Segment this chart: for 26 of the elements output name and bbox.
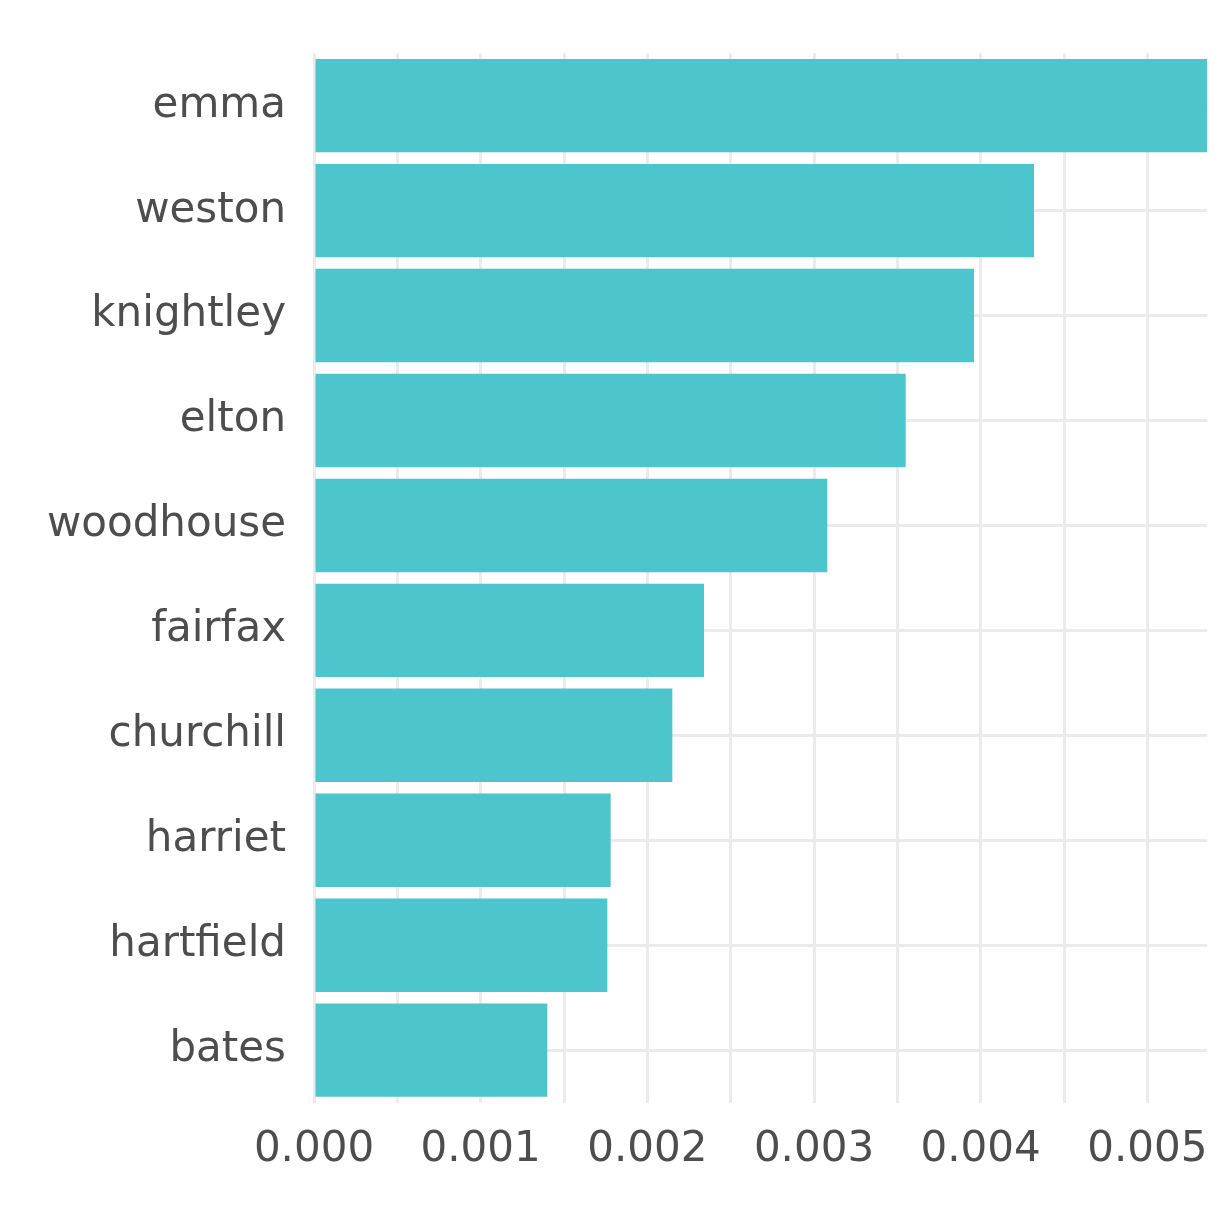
- y-tick-label: harriet: [145, 812, 286, 862]
- bar: [315, 1003, 548, 1097]
- bar: [315, 478, 828, 573]
- bar: [315, 688, 673, 783]
- bar: [315, 793, 611, 887]
- y-tick-label: weston: [135, 182, 286, 232]
- x-tick-label: 0.004: [920, 1121, 1041, 1171]
- x-tick-label: 0.000: [253, 1121, 375, 1171]
- y-tick-label: bates: [169, 1022, 286, 1072]
- y-tick-label: woodhouse: [46, 497, 286, 547]
- x-tick-label: 0.002: [587, 1121, 708, 1171]
- y-tick-label: churchill: [108, 707, 286, 757]
- x-tick-label: 0.005: [1087, 1121, 1208, 1171]
- y-tick-label: emma: [152, 77, 286, 127]
- x-tick-label: 0.003: [753, 1121, 875, 1171]
- bar: [315, 373, 906, 468]
- y-tick-label: fairfax: [151, 602, 286, 652]
- y-tick-label: hartfield: [109, 917, 286, 967]
- x-tick-label: 0.001: [420, 1121, 541, 1171]
- y-tick-label: knightley: [91, 287, 286, 337]
- bar: [315, 163, 1035, 258]
- bar: [315, 898, 608, 992]
- y-tick-label: elton: [179, 392, 286, 442]
- bar: [315, 58, 1208, 153]
- bar: [315, 268, 975, 363]
- bar: [315, 583, 705, 678]
